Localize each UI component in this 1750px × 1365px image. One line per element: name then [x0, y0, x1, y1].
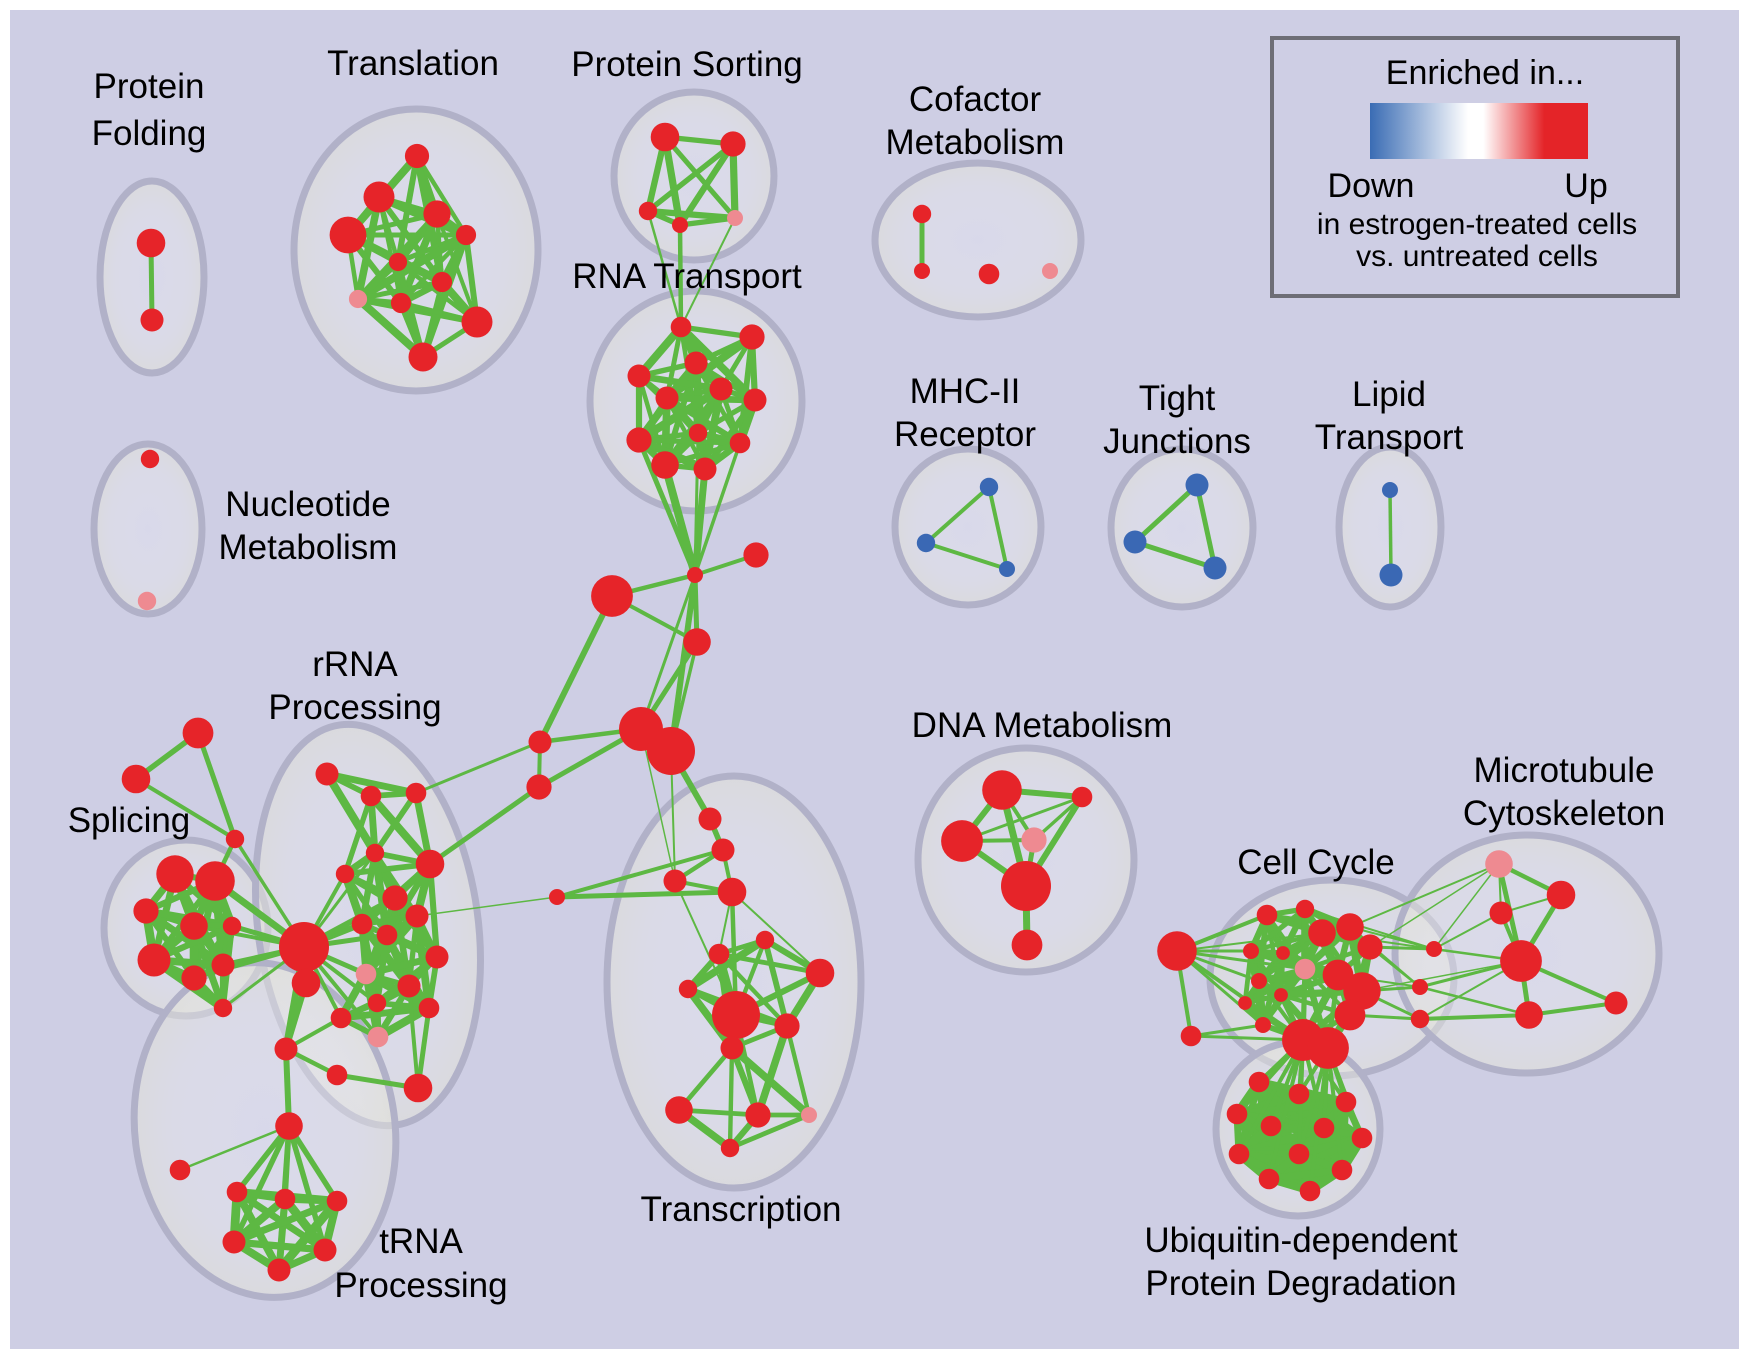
svg-text:Tight: Tight — [1139, 379, 1216, 418]
svg-text:Transport: Transport — [1315, 418, 1464, 457]
svg-text:Processing: Processing — [268, 688, 441, 727]
svg-text:Nucleotide: Nucleotide — [225, 485, 390, 524]
svg-text:Cofactor: Cofactor — [909, 80, 1042, 119]
svg-text:Metabolism: Metabolism — [886, 123, 1065, 162]
svg-text:Processing: Processing — [334, 1266, 507, 1305]
svg-text:rRNA: rRNA — [312, 645, 398, 684]
svg-text:tRNA: tRNA — [379, 1222, 463, 1261]
svg-text:vs. untreated cells: vs. untreated cells — [1356, 240, 1598, 273]
svg-text:Down: Down — [1328, 167, 1415, 205]
svg-text:Protein Sorting: Protein Sorting — [571, 45, 803, 84]
svg-text:Protein Degradation: Protein Degradation — [1145, 1264, 1456, 1303]
svg-text:Protein: Protein — [94, 67, 205, 106]
svg-text:Up: Up — [1564, 167, 1607, 205]
svg-text:Lipid: Lipid — [1352, 375, 1426, 414]
svg-text:Cytoskeleton: Cytoskeleton — [1463, 794, 1665, 833]
svg-text:Enriched in...: Enriched in... — [1386, 54, 1584, 92]
svg-text:DNA Metabolism: DNA Metabolism — [912, 706, 1173, 745]
svg-text:Microtubule: Microtubule — [1474, 751, 1655, 790]
svg-text:Translation: Translation — [327, 44, 499, 83]
svg-text:in estrogen-treated cells: in estrogen-treated cells — [1317, 208, 1637, 241]
svg-text:Cell Cycle: Cell Cycle — [1237, 843, 1395, 882]
svg-text:Splicing: Splicing — [68, 801, 191, 840]
svg-text:Junctions: Junctions — [1103, 422, 1251, 461]
svg-text:Ubiquitin-dependent: Ubiquitin-dependent — [1144, 1221, 1458, 1260]
svg-text:RNA Transport: RNA Transport — [572, 257, 802, 296]
svg-text:Metabolism: Metabolism — [219, 528, 398, 567]
svg-text:MHC-II: MHC-II — [910, 372, 1021, 411]
svg-text:Receptor: Receptor — [894, 415, 1036, 454]
svg-text:Transcription: Transcription — [641, 1190, 842, 1229]
svg-text:Folding: Folding — [92, 114, 207, 153]
